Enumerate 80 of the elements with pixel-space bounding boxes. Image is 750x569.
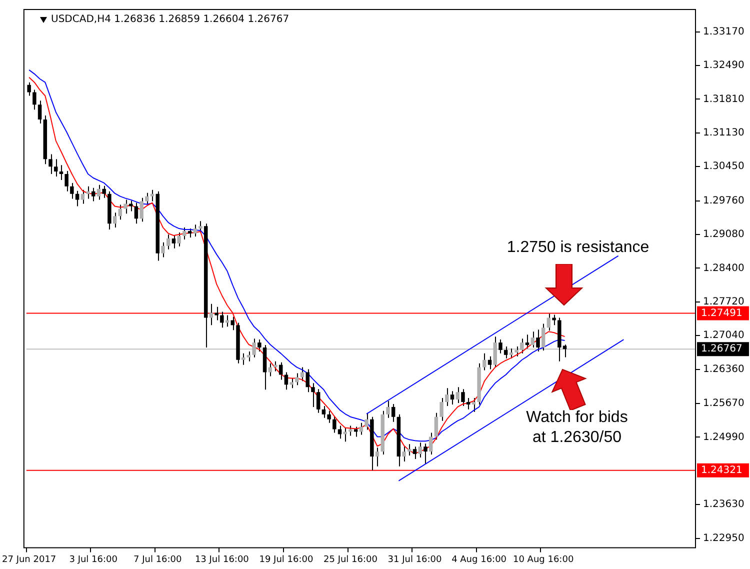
candlestick: [343, 427, 348, 442]
candlestick: [316, 388, 320, 414]
candlestick: [145, 192, 149, 206]
candlestick: [461, 388, 465, 406]
candlestick: [32, 89, 36, 110]
candlestick: [59, 164, 64, 180]
candlestick: [322, 405, 326, 418]
x-tick-label: 3 Jul 16:00: [69, 554, 118, 565]
candlestick: [193, 224, 198, 237]
candlestick: [70, 182, 74, 200]
candlestick: [472, 398, 476, 412]
candlestick: [498, 339, 502, 354]
candlestick: [27, 82, 31, 96]
candlestick: [466, 398, 470, 410]
text: USDCAD,H4 1.26836 1.26859 1.26604 1.26767: [51, 14, 290, 25]
y-tick-label: 1.23630: [703, 499, 744, 510]
x-tick-label: 19 Jul 16:00: [259, 554, 314, 565]
candlestick: [258, 339, 262, 352]
candlestick: [295, 372, 299, 386]
candlestick: [48, 154, 52, 175]
x-tick-label: 27 Jun 2017: [2, 554, 56, 565]
candlestick: [91, 187, 96, 202]
annotation: Watch for bids at 1.2630/50: [525, 408, 629, 448]
candlestick: [268, 362, 272, 377]
candlestick: [424, 443, 428, 464]
y-tick-label: 1.27720: [703, 296, 744, 308]
candlestick: [306, 368, 310, 393]
candlestick: [536, 329, 540, 352]
y-tick-label: 1.29760: [703, 195, 744, 206]
candlestick: [327, 410, 331, 424]
candlestick: [230, 316, 235, 331]
candlestick: [284, 372, 288, 390]
candlestick: [80, 189, 85, 204]
y-tick-label: 1.25670: [703, 398, 744, 410]
candlestick: [64, 170, 68, 192]
candlestick: [214, 306, 218, 321]
candlestick: [391, 403, 396, 422]
x-tick-label: 13 Jul 16:00: [194, 554, 250, 565]
ref-line-label: 1.24321: [701, 464, 742, 476]
candlestick: [488, 356, 492, 370]
candlestick: [504, 346, 508, 359]
candlestick: [412, 446, 417, 460]
ref-line-label: 1.27491: [701, 308, 742, 319]
candlestick: [450, 390, 454, 405]
candlestick: [514, 346, 518, 357]
candlestick: [54, 158, 58, 178]
candlestick: [246, 350, 251, 362]
candlestick: [38, 100, 42, 124]
candlestick: [134, 202, 138, 224]
y-tick-label: 1.33170: [703, 26, 744, 38]
candlestick: [440, 398, 444, 422]
ref-line-label: 1.26767: [701, 344, 742, 355]
x-tick-label: 10 Aug 16:00: [512, 554, 574, 565]
candlestick: [220, 311, 224, 328]
candlestick: [166, 234, 170, 250]
y-tick-label: 1.22950: [703, 532, 744, 544]
y-tick-label: 1.31130: [703, 127, 744, 138]
y-tick-label: 1.32490: [703, 60, 744, 72]
x-tick-label: 25 Jul 16:00: [323, 554, 378, 565]
candlestick: [525, 334, 530, 349]
x-tick-label: 4 Aug 16:00: [452, 554, 507, 565]
candlestick: [150, 189, 154, 202]
y-tick-label: 1.31810: [703, 94, 744, 105]
candlestick: [102, 185, 106, 198]
candlestick: [172, 234, 176, 249]
y-tick-label: 1.26360: [703, 364, 744, 375]
annotation: 1.2750 is resistance: [506, 238, 650, 258]
y-tick-label: 1.30450: [703, 161, 744, 172]
x-tick-label: 7 Jul 16:00: [134, 554, 182, 565]
y-tick-label: 1.29080: [703, 229, 744, 240]
y-tick-label: 1.24990: [703, 432, 744, 443]
candlestick: [509, 348, 514, 359]
candlestick: [118, 204, 122, 220]
y-tick-label: 1.28400: [703, 262, 744, 274]
x-tick-label: 31 Jul 16:00: [388, 554, 442, 565]
candlestick: [434, 412, 438, 440]
candlestick: [332, 415, 336, 434]
candlestick: [311, 382, 315, 408]
candlestick: [75, 190, 80, 207]
y-tick-label: 1.27040: [703, 330, 744, 342]
